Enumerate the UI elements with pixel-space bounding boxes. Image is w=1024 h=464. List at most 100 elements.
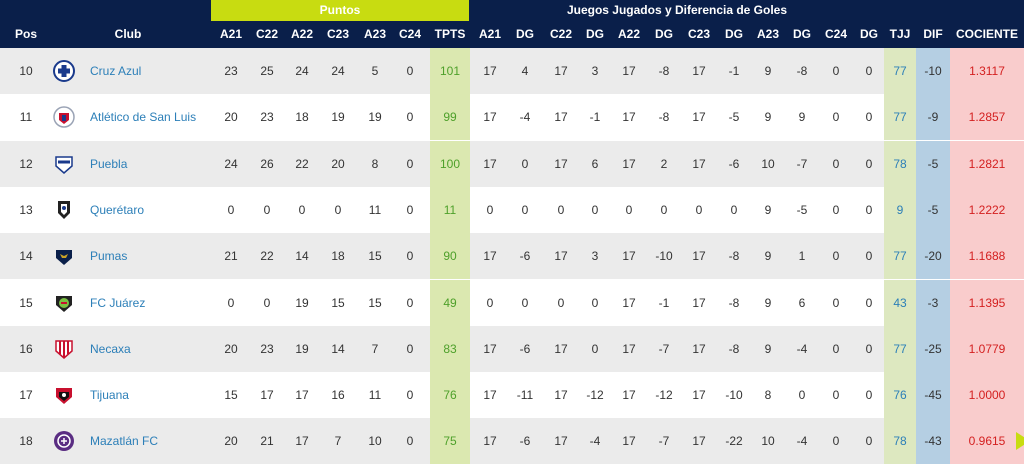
cell-dg6: 0	[865, 202, 873, 217]
column-header-a22: A22	[290, 27, 313, 41]
cell-ga22: 17	[622, 341, 636, 356]
club-logo-icon[interactable]	[53, 106, 75, 129]
table-row: 13 Querétaro 0 0 0 0 11 0 11 0 0 0 0 0 0 0 0 9 -5 0 0 9 -5 1.22…	[0, 186, 1024, 233]
cell-dg1: -6	[519, 341, 531, 356]
cell-ga22: 17	[622, 249, 636, 264]
club-name-link[interactable]: Atlético de San Luis	[90, 110, 197, 125]
column-header-ga23: A23	[756, 27, 779, 41]
cell-dg2: -4	[589, 434, 601, 449]
table-header: Pos Club A21 C22 A22 C23 A23 C24 TPTS A21 DG C22 DG A…	[0, 21, 1024, 48]
cell-a22: 19	[295, 341, 309, 356]
cell-tjj: 9	[884, 186, 916, 233]
club-logo-icon[interactable]	[53, 245, 75, 267]
club-logo-icon[interactable]	[53, 199, 75, 221]
cell-ga21: 17	[483, 434, 497, 449]
cell-coc: 1.0000	[950, 372, 1024, 419]
cell-dg4: -1	[728, 64, 740, 78]
cell-dg1: -4	[519, 110, 531, 125]
cell-dif: -43	[916, 418, 950, 464]
cell-coc: 1.2821	[950, 140, 1024, 187]
column-header-dg2: DG	[586, 27, 604, 41]
club-name-link[interactable]: Mazatlán FC	[90, 434, 159, 449]
cell-c22: 22	[260, 249, 274, 264]
cell-a23: 11	[368, 202, 382, 217]
cell-dg6: 0	[865, 341, 873, 356]
column-header-tjj: TJJ	[889, 27, 911, 41]
cell-dif: -5	[916, 140, 950, 187]
cell-gc24: 0	[832, 341, 840, 356]
cell-ga22: 17	[622, 434, 636, 449]
cell-dg6: 0	[865, 249, 873, 264]
cell-c24: 0	[406, 434, 414, 449]
cell-dg5: -4	[796, 341, 808, 356]
cell-gc24: 0	[832, 202, 840, 217]
cell-ga22: 17	[622, 388, 636, 403]
column-header-dg4: DG	[725, 27, 743, 41]
club-logo-icon[interactable]	[53, 338, 75, 360]
cell-pos: 15	[19, 295, 33, 310]
club-name-link[interactable]: Puebla	[90, 156, 128, 171]
group-header-row: Puntos Juegos Jugados y Diferencia de Go…	[0, 0, 1024, 21]
cell-dg3: -7	[658, 341, 670, 356]
cell-a22: 17	[295, 434, 309, 449]
cell-ga23: 9	[764, 341, 772, 356]
cell-pos: 17	[19, 388, 33, 403]
cell-dg4: -5	[728, 110, 740, 125]
cell-dg4: -8	[728, 341, 740, 356]
club-name-link[interactable]: Cruz Azul	[90, 64, 142, 78]
cell-gc22: 0	[557, 295, 565, 310]
cell-gc23: 17	[692, 156, 706, 171]
cell-a21: 20	[224, 434, 238, 449]
cell-gc22: 17	[554, 64, 568, 78]
cell-dg5: -7	[796, 156, 808, 171]
cell-gc24: 0	[832, 295, 840, 310]
cell-gc22: 0	[557, 202, 565, 217]
club-name-link[interactable]: Querétaro	[90, 202, 145, 217]
club-logo-icon[interactable]	[53, 153, 75, 175]
club-name-link[interactable]: Tijuana	[90, 388, 129, 403]
cell-gc23: 17	[692, 295, 706, 310]
cell-pos: 16	[19, 341, 33, 356]
cell-dif: -10	[916, 48, 950, 94]
cell-dg5: 0	[798, 388, 806, 403]
cell-a23: 10	[368, 434, 382, 449]
column-header-a23: A23	[363, 27, 386, 41]
cell-c23: 15	[331, 295, 345, 310]
club-logo-icon[interactable]	[53, 60, 75, 82]
cell-tpts: 76	[430, 372, 470, 419]
cell-dg3: -1	[658, 295, 670, 310]
cell-dg4: -22	[725, 434, 743, 449]
club-logo-icon[interactable]	[53, 384, 75, 406]
cell-dg3: -7	[658, 434, 670, 449]
club-name-link[interactable]: Necaxa	[90, 341, 131, 356]
cell-dg6: 0	[865, 295, 873, 310]
cell-tpts: 83	[430, 325, 470, 372]
cell-coc: 1.2222	[950, 186, 1024, 233]
cell-ga21: 0	[486, 202, 494, 217]
cell-dg2: -1	[589, 110, 601, 125]
table-row: 11 Atlético de San Luis 20 23 18 19 19 0 99 17 -4 1…	[0, 94, 1024, 141]
cell-gc22: 17	[554, 434, 568, 449]
cell-ga23: 10	[761, 434, 775, 449]
club-logo-icon[interactable]	[53, 430, 75, 452]
cell-gc24: 0	[832, 156, 840, 171]
cell-dg6: 0	[865, 388, 873, 403]
cell-c22: 17	[260, 388, 274, 403]
club-name-link[interactable]: Pumas	[90, 249, 128, 264]
club-name-link[interactable]: FC Juárez	[90, 295, 146, 310]
club-logo-icon[interactable]	[53, 292, 75, 314]
cell-ga23: 8	[764, 388, 772, 403]
cell-coc: 1.1688	[950, 233, 1024, 280]
cell-tpts: 90	[430, 233, 470, 280]
cell-gc23: 17	[692, 388, 706, 403]
cell-dg5: 1	[798, 249, 806, 264]
cell-dg1: 0	[521, 156, 529, 171]
cell-c23: 18	[331, 249, 345, 264]
column-header-dg3: DG	[655, 27, 673, 41]
cell-dif: -20	[916, 233, 950, 280]
cell-c23: 0	[334, 202, 342, 217]
cell-gc24: 0	[832, 64, 840, 78]
cell-ga22: 17	[622, 295, 636, 310]
group-header-juegos: Juegos Jugados y Diferencia de Goles	[566, 3, 788, 17]
cell-c22: 0	[263, 295, 271, 310]
